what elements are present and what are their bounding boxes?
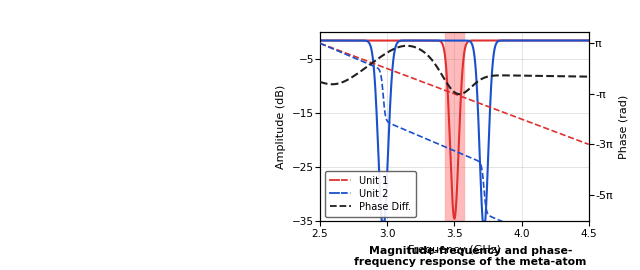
X-axis label: Frequency (GHz): Frequency (GHz) (408, 245, 501, 255)
Y-axis label: Phase (rad): Phase (rad) (618, 95, 628, 159)
Bar (445, 32, 464, 221)
Text: Magnitude-frequency and phase-
frequency response of the meta-atom: Magnitude-frequency and phase- frequency… (354, 246, 587, 267)
Y-axis label: Amplitude (dB): Amplitude (dB) (276, 85, 286, 169)
Legend: Unit 1, Unit 2, Phase Diff.: Unit 1, Unit 2, Phase Diff. (325, 171, 415, 217)
